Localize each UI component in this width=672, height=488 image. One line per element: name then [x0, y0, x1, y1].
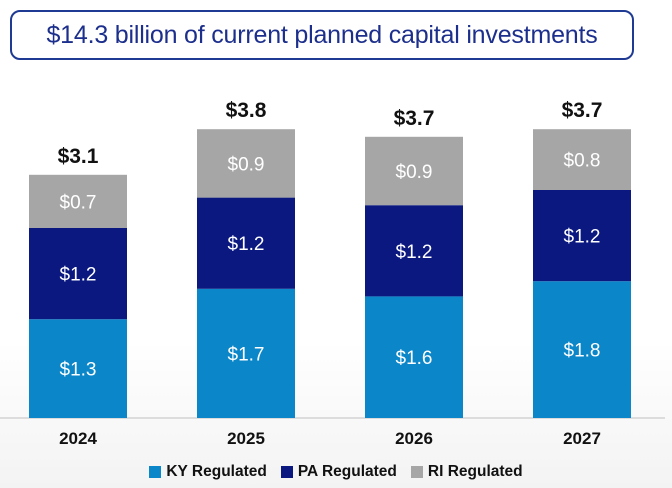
legend-item-ky: KY Regulated	[149, 463, 267, 481]
legend-label-ri: RI Regulated	[427, 463, 523, 480]
total-label-2024: $3.1	[58, 145, 99, 168]
bar-ri-2027	[533, 129, 631, 190]
x-tick-label-2025: 2025	[227, 429, 265, 448]
bar-ky-2027	[533, 281, 631, 418]
legend: KY Regulated PA Regulated RI Regulated	[0, 462, 672, 482]
bar-ri-2026	[365, 136, 463, 206]
x-tick-label-2027: 2027	[563, 429, 601, 448]
total-label-2026: $3.7	[394, 107, 435, 130]
data-label-pa-2026: $1.2	[396, 242, 433, 263]
data-label-ky-2024: $1.3	[60, 360, 97, 381]
legend-item-pa: PA Regulated	[280, 463, 397, 481]
bar-ky-2026	[365, 296, 463, 418]
x-tick-label-2024: 2024	[59, 429, 97, 448]
bar-pa-2024	[29, 228, 127, 320]
legend-swatch-pa	[280, 466, 293, 478]
x-tick-label-2026: 2026	[395, 429, 433, 448]
title-box: $14.3 billion of current planned capital…	[10, 10, 634, 60]
total-label-2025: $3.8	[226, 99, 267, 122]
legend-label-ky: KY Regulated	[166, 463, 267, 480]
data-label-ri-2024: $0.7	[60, 192, 97, 213]
bar-pa-2025	[197, 197, 295, 289]
data-label-ri-2026: $0.9	[396, 162, 433, 183]
data-label-ky-2027: $1.8	[564, 341, 601, 362]
legend-item-ri: RI Regulated	[410, 463, 523, 481]
legend-label-pa: PA Regulated	[297, 463, 397, 480]
total-label-2027: $3.7	[562, 99, 603, 122]
bar-ky-2024	[29, 319, 127, 418]
data-label-ri-2027: $0.8	[564, 151, 601, 172]
bar-pa-2026	[365, 205, 463, 297]
data-label-pa-2027: $1.2	[564, 227, 601, 248]
data-label-ky-2026: $1.6	[396, 348, 433, 369]
data-label-ky-2025: $1.7	[228, 344, 265, 365]
bar-pa-2027	[533, 190, 631, 282]
legend-swatch-ri	[410, 466, 423, 478]
bar-ky-2025	[197, 288, 295, 418]
data-label-ri-2025: $0.9	[228, 154, 265, 175]
bar-ri-2024	[29, 174, 127, 228]
data-label-pa-2025: $1.2	[228, 234, 265, 255]
bar-ri-2025	[197, 129, 295, 198]
chart-title: $14.3 billion of current planned capital…	[46, 20, 598, 49]
data-label-pa-2024: $1.2	[60, 265, 97, 286]
legend-swatch-ky	[149, 466, 162, 478]
